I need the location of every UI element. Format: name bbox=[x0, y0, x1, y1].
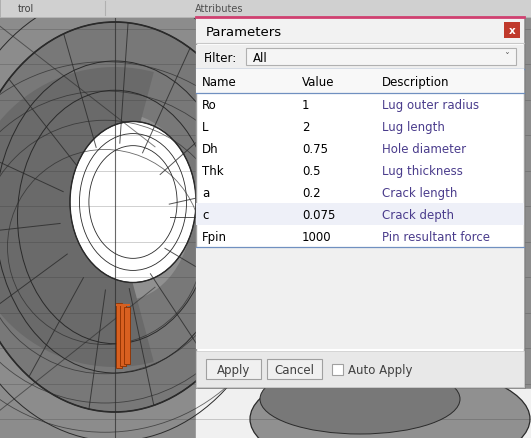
Text: Pin resultant force: Pin resultant force bbox=[382, 230, 490, 244]
Ellipse shape bbox=[70, 122, 196, 283]
Wedge shape bbox=[0, 68, 154, 367]
Text: Attributes: Attributes bbox=[195, 4, 244, 14]
Bar bbox=[196, 18, 524, 387]
Bar bbox=[196, 247, 524, 349]
Text: Auto Apply: Auto Apply bbox=[348, 363, 413, 376]
Text: Thk: Thk bbox=[202, 165, 224, 177]
Bar bbox=[196, 351, 524, 387]
Text: Description: Description bbox=[382, 76, 450, 89]
Text: Lug thickness: Lug thickness bbox=[382, 165, 463, 177]
Text: Filter:: Filter: bbox=[204, 52, 237, 65]
Bar bbox=[116, 303, 122, 368]
Bar bbox=[246, 49, 516, 66]
Text: Name: Name bbox=[202, 76, 237, 89]
Text: Apply: Apply bbox=[217, 363, 250, 376]
Text: Dh: Dh bbox=[202, 143, 219, 155]
Text: 0.075: 0.075 bbox=[302, 208, 336, 222]
Bar bbox=[120, 305, 126, 366]
Text: ˇ: ˇ bbox=[504, 53, 509, 64]
Text: c: c bbox=[202, 208, 208, 222]
Text: 0.5: 0.5 bbox=[302, 165, 321, 177]
Bar bbox=[267, 359, 322, 379]
Bar bbox=[504, 23, 520, 39]
Text: 2: 2 bbox=[302, 121, 310, 134]
Text: Value: Value bbox=[302, 76, 335, 89]
Text: Hole diameter: Hole diameter bbox=[382, 143, 466, 155]
Ellipse shape bbox=[0, 23, 265, 412]
Text: a: a bbox=[202, 187, 209, 200]
Bar bbox=[196, 70, 524, 94]
Text: Crack length: Crack length bbox=[382, 187, 457, 200]
Bar bbox=[124, 307, 130, 364]
Bar bbox=[196, 18, 524, 44]
Text: Ro: Ro bbox=[202, 99, 217, 112]
Text: All: All bbox=[253, 52, 268, 65]
Text: Cancel: Cancel bbox=[275, 363, 314, 376]
Text: Crack depth: Crack depth bbox=[382, 208, 454, 222]
Text: Lug length: Lug length bbox=[382, 121, 445, 134]
Bar bbox=[0, 0, 531, 18]
Text: x: x bbox=[509, 26, 516, 36]
Text: 1: 1 bbox=[302, 99, 310, 112]
Ellipse shape bbox=[260, 364, 460, 434]
Text: 0.2: 0.2 bbox=[302, 187, 321, 200]
Text: L: L bbox=[202, 121, 209, 134]
Text: 0.75: 0.75 bbox=[302, 143, 328, 155]
Text: 1000: 1000 bbox=[302, 230, 332, 244]
Ellipse shape bbox=[250, 364, 530, 438]
Bar bbox=[206, 359, 261, 379]
Ellipse shape bbox=[57, 115, 193, 300]
Bar bbox=[198, 20, 526, 389]
Bar bbox=[332, 364, 343, 374]
Text: Parameters: Parameters bbox=[206, 25, 282, 39]
Bar bbox=[196, 204, 524, 226]
Text: Fpin: Fpin bbox=[202, 230, 227, 244]
Text: trol: trol bbox=[18, 4, 35, 14]
Bar bbox=[196, 389, 531, 438]
Text: Lug outer radius: Lug outer radius bbox=[382, 99, 479, 112]
Bar bbox=[196, 46, 524, 70]
